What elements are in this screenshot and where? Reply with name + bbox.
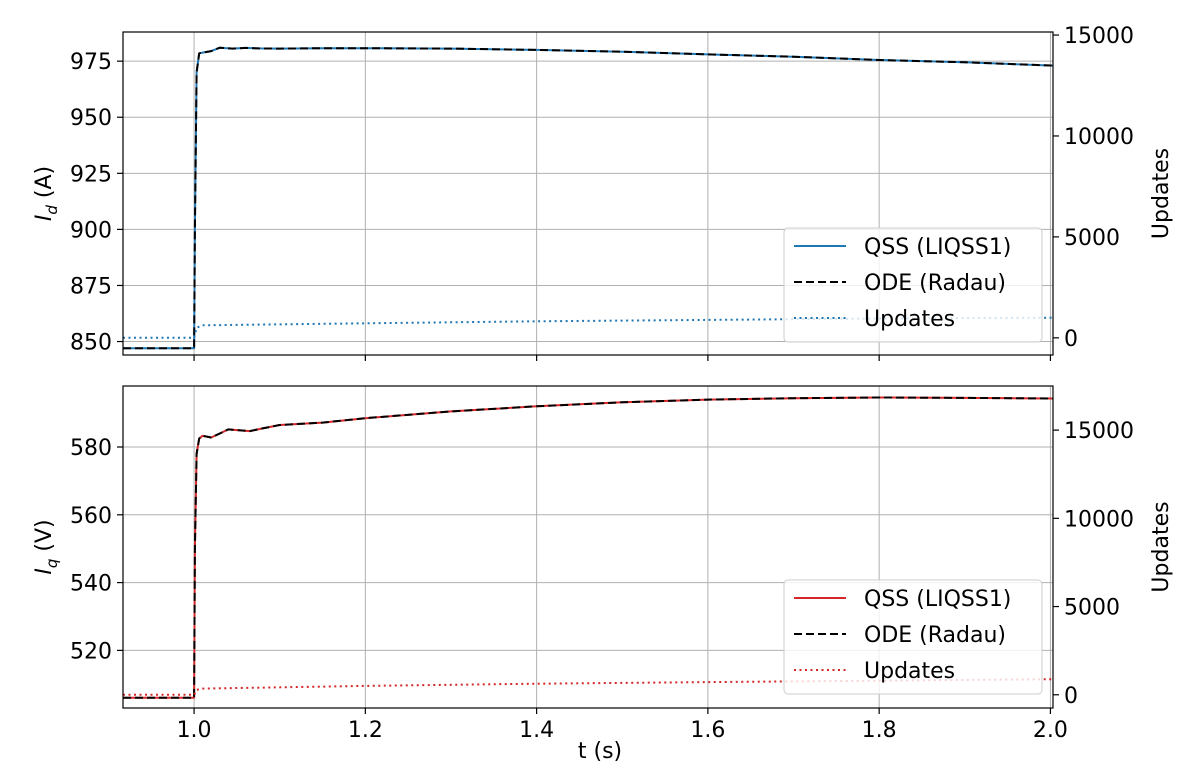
legend-label: QSS (LIQSS1): [864, 587, 1011, 612]
y-axis-label-symbol: I: [32, 215, 57, 222]
plot-area: [123, 396, 1053, 699]
y-axis-label-symbol: I: [32, 568, 57, 575]
y2-tick-label: 15000: [1064, 24, 1134, 49]
bottom-panel-iq: 1.0 1.2 1.4 1.6 1.8 2.0 520 540 560 580 0 5000 10000…: [32, 385, 1174, 743]
y-axis-label: Id (A): [32, 166, 61, 221]
y-axis-label-unit: (V): [32, 519, 57, 558]
x-tick-label: 1.2: [348, 718, 383, 743]
x-tick-label: 1.0: [177, 718, 212, 743]
x-tick-label: 1.8: [862, 718, 897, 743]
y-tick-label: 975: [70, 50, 112, 75]
legend-label: QSS (LIQSS1): [864, 235, 1011, 260]
y2-tick-label: 5000: [1064, 226, 1120, 251]
x-axis-label: t (s): [578, 739, 622, 764]
series-line-ode: [123, 46, 1053, 350]
y-tick-label: 540: [70, 572, 112, 597]
y-axis-label-subscript: q: [43, 559, 61, 569]
x-tick-label: 2.0: [1033, 718, 1068, 743]
legend-label: ODE (Radau): [864, 271, 1006, 296]
y2-tick-label: 15000: [1064, 419, 1134, 444]
y2-tick-label: 0: [1064, 327, 1078, 352]
y2-tick-label: 10000: [1064, 507, 1134, 532]
y-axis-label: Iq (V): [32, 519, 61, 574]
y2-tick-label: 5000: [1064, 596, 1120, 621]
legend-label: Updates: [864, 659, 955, 684]
y-tick-label: 875: [70, 274, 112, 299]
x-tick-label: 1.6: [690, 718, 725, 743]
x-tick-label: 1.4: [519, 718, 554, 743]
y-axis-label-subscript: d: [43, 205, 61, 215]
legend-label: Updates: [864, 307, 955, 332]
y-tick-label: 520: [70, 639, 112, 664]
legend: QSS (LIQSS1) ODE (Radau) Updates: [783, 227, 1043, 343]
y2-axis-label: Updates: [1149, 501, 1174, 592]
y2-axis-label: Updates: [1149, 148, 1174, 239]
y-tick-label: 950: [70, 106, 112, 131]
top-panel-id: 850 875 900 925 950 975 0 5000 10000 15000 Id (A) U…: [32, 24, 1174, 361]
plot-area: [123, 46, 1053, 350]
y2-tick-label: 0: [1064, 684, 1078, 709]
legend-box: [783, 227, 1043, 343]
y2-tick-label: 10000: [1064, 125, 1134, 150]
axes-frame: [122, 385, 1054, 709]
y-tick-label: 580: [70, 436, 112, 461]
legend: QSS (LIQSS1) ODE (Radau) Updates: [783, 579, 1043, 695]
y-tick-label: 925: [70, 162, 112, 187]
y-tick-label: 560: [70, 504, 112, 529]
y-tick-label: 850: [70, 331, 112, 356]
series-line-ode: [123, 396, 1053, 699]
legend-label: ODE (Radau): [864, 623, 1006, 648]
axes-frame: [122, 31, 1054, 356]
series-line-updates: [123, 678, 1053, 696]
y-axis-label-unit: (A): [32, 166, 57, 205]
y-tick-label: 900: [70, 218, 112, 243]
legend-box: [783, 579, 1043, 695]
